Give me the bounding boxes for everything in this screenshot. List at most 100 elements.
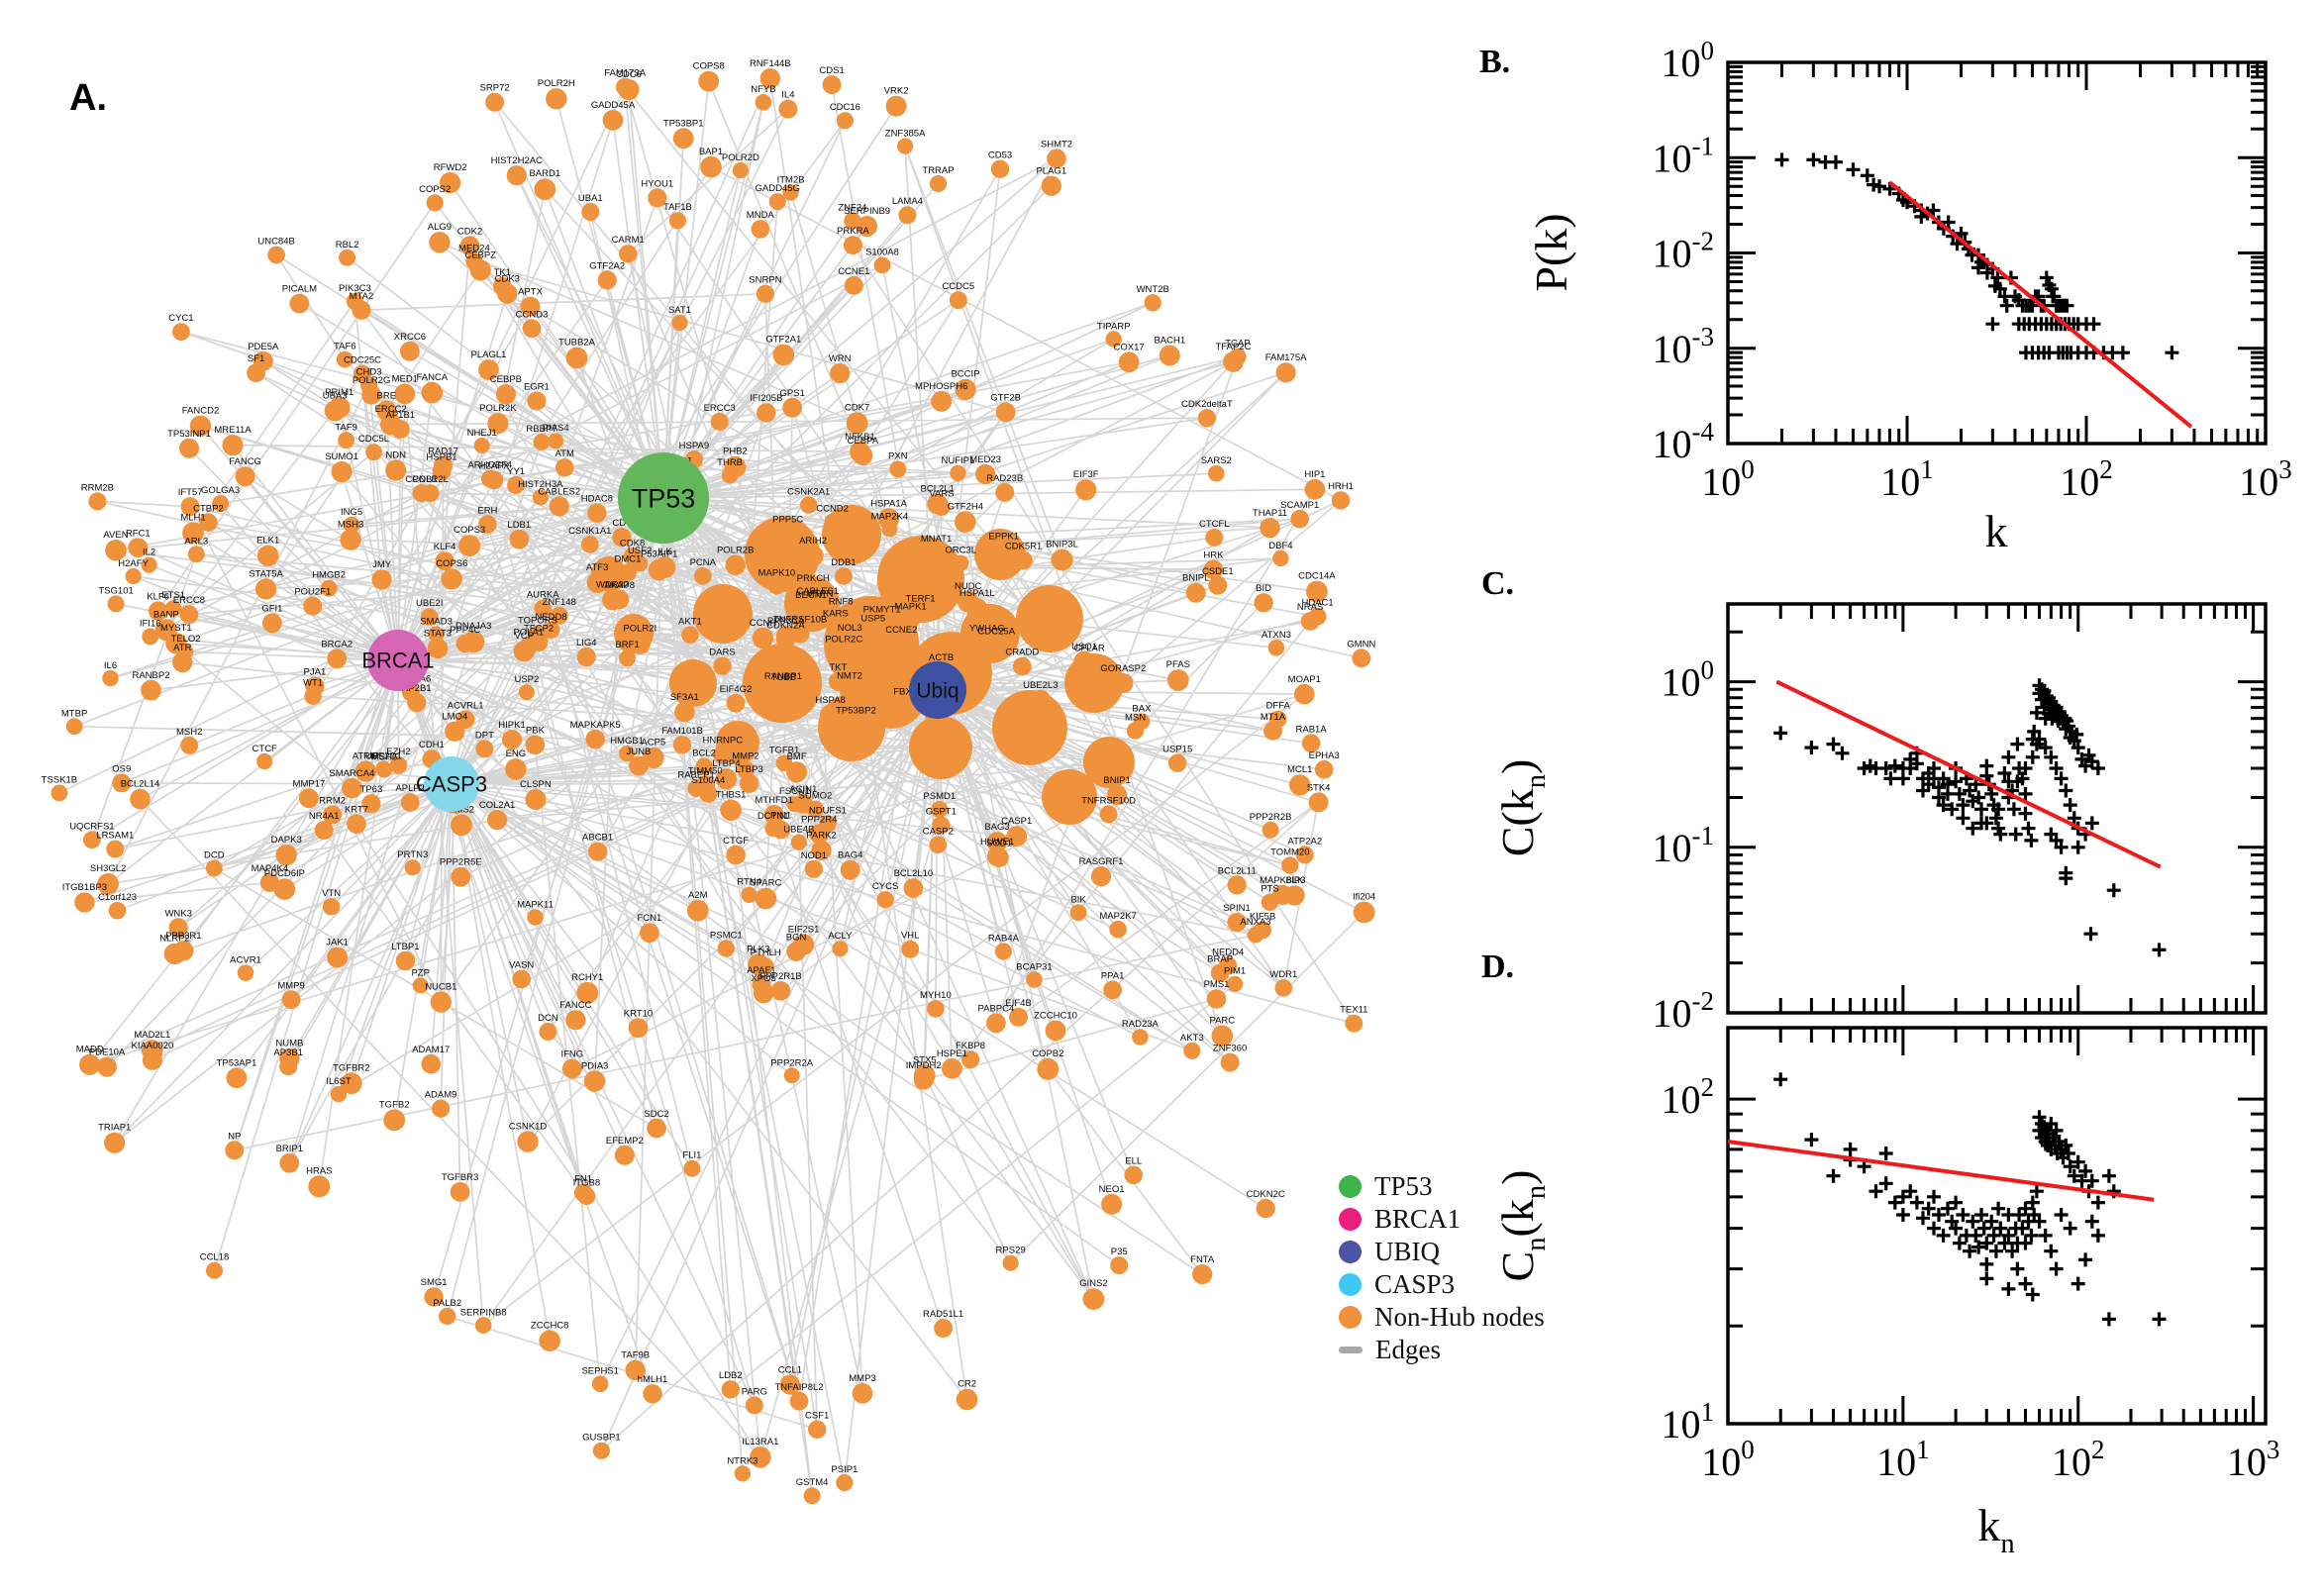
network-node-label: RFWD2 [434,162,467,173]
network-node-label: CFLAR [1074,644,1105,654]
casp3-dot-icon [1339,1273,1362,1296]
legend: TP53 BRCA1 UBIQ CASP3 Non-Hub nodes Edge… [1339,1170,1596,1366]
network-node-label: CTGF [723,836,749,847]
network-hubs: TP53 BRCA1 Ubiq CASP3 [361,452,966,812]
network-node [591,1375,609,1393]
network-node-label: SAT1 [668,305,691,316]
network-node-label: MED1 [392,374,418,385]
network-node-label: BLK [1286,875,1305,886]
network-node [949,291,967,310]
network-node [755,94,772,111]
network-node-label: ORC3L [945,546,976,556]
network-node [102,669,119,687]
network-node-label: GSPT1 [926,806,957,817]
network-node [1262,821,1279,839]
network-node-label: POLR2K [479,403,517,414]
network-node [819,704,842,727]
network-node-label: RPS29 [996,1246,1026,1256]
network-node [475,740,494,758]
network-node [339,249,356,266]
edge-line-icon [1339,1347,1363,1353]
network-node [308,1175,331,1198]
network-node [1197,409,1217,428]
network-node-label: PPA1 [1101,971,1125,982]
network-node [550,606,568,625]
network-node-label: CABLES1 [796,586,839,597]
network-node-label: MT1A [1261,712,1286,723]
network-node [549,496,569,517]
axis-title: P(k) [1526,213,1576,291]
network-node-label: PDCD6IP [264,868,305,879]
axis-title: kn [1977,1500,2014,1559]
network-node [435,551,454,571]
network-node [394,383,416,405]
network-node [836,112,855,130]
network-node [323,805,343,825]
network-node [767,577,786,595]
network-node [717,940,735,957]
network-node [421,381,444,404]
network-node-label: PCNA [690,557,717,568]
network-node-label: HDAC1 [1301,598,1333,609]
network-node [1110,1256,1129,1275]
network-node-label: PKMYT1 [863,605,901,616]
network-node-label: IL13RA1 [742,1437,778,1447]
network-node [164,600,182,617]
network-node [212,495,230,512]
non-hub-dot-icon [1339,1306,1362,1329]
network-node [751,220,770,239]
network-node [520,296,541,317]
network-node [1290,509,1309,529]
network-node-label: MLH1 [180,512,205,523]
network-node-label: CCND2 [816,504,849,515]
network-node [389,756,408,774]
network-node-label: BRIP1 [276,1144,303,1154]
legend-label: BRCA1 [1374,1204,1462,1234]
network-node-label: BCAP31 [1016,961,1052,972]
network-node [1345,1014,1364,1033]
hub-label-tp53: TP53 [632,483,696,513]
network-node [225,1141,245,1160]
network-node-label: P53AIP1 [641,549,678,560]
network-node [1009,1007,1029,1027]
network-node [74,892,95,913]
network-node-label: PPP3CA [767,616,805,627]
network-node [1289,774,1311,796]
network-node [800,496,818,514]
network-node-label: GOLGA3 [201,485,240,496]
network-node [187,546,205,563]
network-node [320,579,338,597]
network-node-label: XRCC6 [394,332,426,343]
network-node-label: FANCC [559,1000,591,1011]
network-node-label: SEPHS1 [581,1365,619,1376]
network-node [1295,846,1314,864]
network-node [721,1380,740,1399]
network-node [106,840,125,858]
network-node [1113,673,1134,694]
network-node [342,777,362,799]
plot-frame [1726,602,2268,1015]
network-node [142,1049,162,1070]
network-node-label: EPPK1 [988,532,1019,543]
network-node [648,188,667,208]
network-node-label: HSPA8 [815,695,845,706]
network-node-label: NMT2 [837,670,862,681]
network-node-label: STK4 [1307,782,1331,793]
network-node [1275,362,1296,383]
network-node [180,736,199,754]
network-node-label: CSNK1D [509,1121,548,1132]
network-node-label: MNAT1 [921,534,953,545]
tick-label: 10-2 [1653,227,1715,276]
network-node-label: NOD1 [801,850,827,861]
network-node [1144,294,1162,312]
network-node-label: ACVRL1 [448,700,484,711]
network-node [1284,885,1305,906]
network-node-label: USF2 [628,546,652,556]
network-node [50,784,68,802]
network-node [950,464,966,481]
network-node-label: H2AFX [479,461,510,472]
network-node [836,1474,854,1492]
network-node-label: TELO2 [170,634,200,645]
network-node-label: IFI205B [750,393,782,404]
